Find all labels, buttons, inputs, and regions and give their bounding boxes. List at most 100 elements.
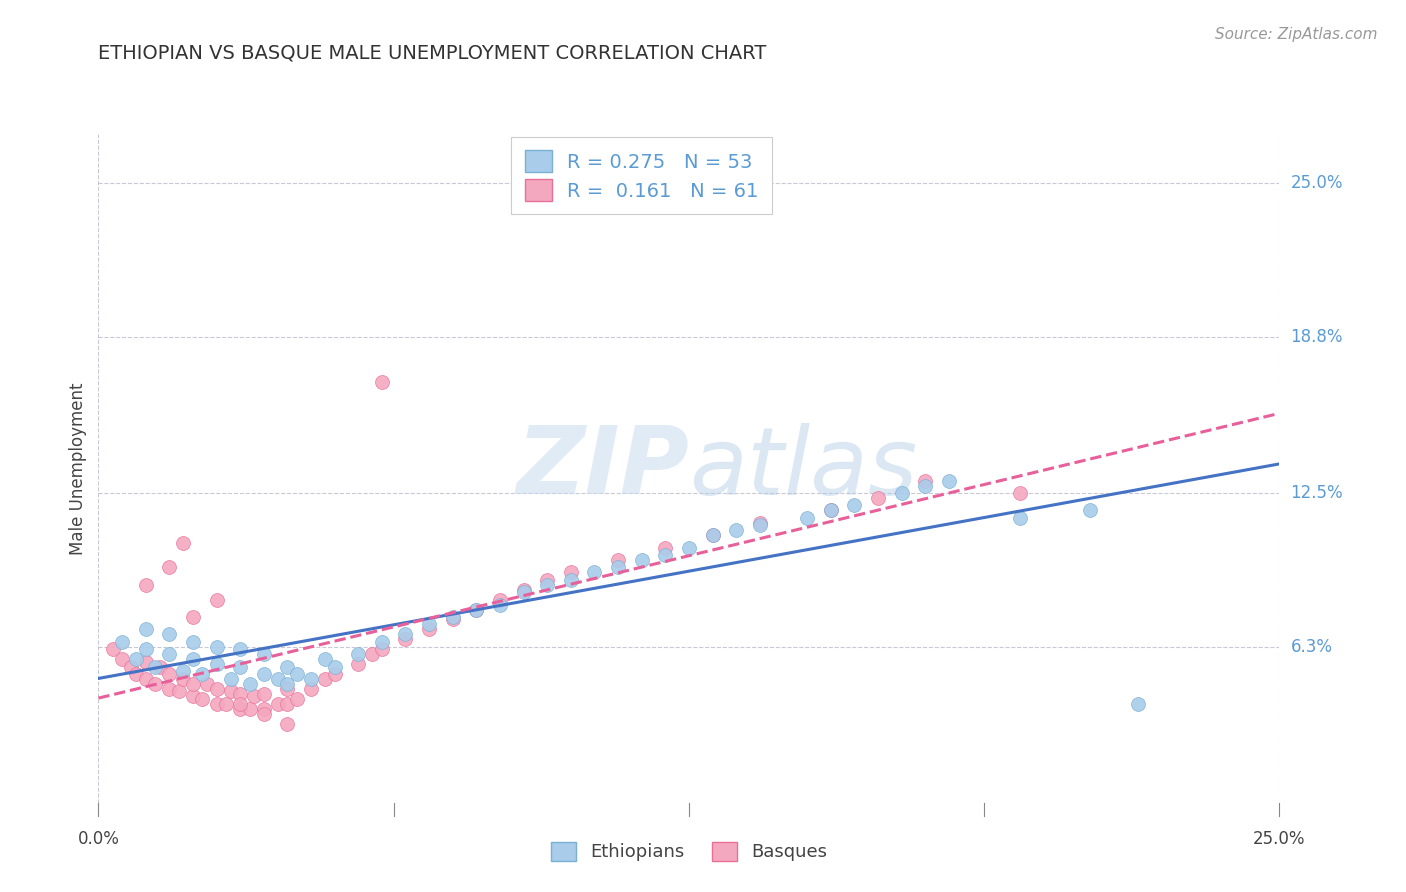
Text: Source: ZipAtlas.com: Source: ZipAtlas.com bbox=[1215, 27, 1378, 42]
Point bbox=[205, 697, 228, 711]
Point bbox=[285, 691, 308, 706]
Point bbox=[195, 677, 218, 691]
Point bbox=[323, 667, 346, 681]
Point bbox=[394, 627, 416, 641]
Point bbox=[465, 602, 488, 616]
Point bbox=[135, 655, 157, 669]
Point bbox=[205, 640, 228, 654]
Point bbox=[725, 523, 748, 537]
Point bbox=[181, 634, 204, 648]
Point bbox=[371, 634, 394, 648]
Point bbox=[149, 659, 172, 673]
Text: ZIP: ZIP bbox=[516, 422, 689, 515]
Point bbox=[181, 677, 204, 691]
Point bbox=[239, 701, 262, 715]
Point bbox=[239, 677, 262, 691]
Point bbox=[536, 578, 558, 592]
Point bbox=[607, 553, 630, 567]
Point bbox=[560, 573, 582, 587]
Point bbox=[512, 585, 534, 599]
Text: 0.0%: 0.0% bbox=[77, 830, 120, 847]
Point bbox=[866, 491, 889, 505]
Text: 6.3%: 6.3% bbox=[1291, 638, 1333, 656]
Point bbox=[276, 697, 298, 711]
Text: 25.0%: 25.0% bbox=[1253, 830, 1306, 847]
Point bbox=[205, 681, 228, 696]
Point bbox=[276, 659, 298, 673]
Point bbox=[253, 706, 276, 721]
Point bbox=[371, 375, 394, 389]
Point bbox=[702, 528, 724, 542]
Point bbox=[489, 592, 512, 607]
Point bbox=[748, 518, 770, 533]
Point bbox=[143, 677, 166, 691]
Point bbox=[314, 652, 336, 666]
Point bbox=[111, 652, 134, 666]
Point bbox=[167, 684, 190, 698]
Point bbox=[191, 667, 214, 681]
Point bbox=[1008, 511, 1031, 525]
Point bbox=[820, 503, 842, 517]
Point bbox=[143, 659, 166, 673]
Point bbox=[181, 610, 204, 624]
Point bbox=[219, 684, 242, 698]
Point bbox=[654, 548, 676, 562]
Point bbox=[135, 642, 157, 657]
Point bbox=[101, 642, 124, 657]
Point bbox=[229, 697, 252, 711]
Point bbox=[181, 652, 204, 666]
Point bbox=[121, 659, 143, 673]
Point bbox=[172, 665, 194, 679]
Point bbox=[276, 716, 298, 731]
Point bbox=[607, 560, 630, 574]
Point bbox=[191, 691, 214, 706]
Point bbox=[172, 672, 194, 686]
Point bbox=[229, 659, 252, 673]
Point bbox=[157, 647, 180, 661]
Point bbox=[157, 560, 180, 574]
Point bbox=[253, 701, 276, 715]
Text: ETHIOPIAN VS BASQUE MALE UNEMPLOYMENT CORRELATION CHART: ETHIOPIAN VS BASQUE MALE UNEMPLOYMENT CO… bbox=[98, 44, 766, 62]
Text: 25.0%: 25.0% bbox=[1291, 174, 1343, 193]
Point bbox=[181, 690, 204, 704]
Point bbox=[285, 667, 308, 681]
Point bbox=[135, 578, 157, 592]
Point bbox=[489, 598, 512, 612]
Point bbox=[418, 617, 440, 632]
Point bbox=[172, 535, 194, 549]
Point bbox=[253, 647, 276, 661]
Point bbox=[394, 632, 416, 647]
Point bbox=[512, 582, 534, 597]
Point bbox=[215, 697, 238, 711]
Point bbox=[243, 690, 266, 704]
Point bbox=[678, 541, 700, 555]
Point bbox=[1080, 503, 1102, 517]
Point bbox=[157, 627, 180, 641]
Point bbox=[267, 672, 290, 686]
Point bbox=[890, 486, 912, 500]
Point bbox=[205, 657, 228, 671]
Point bbox=[253, 687, 276, 701]
Point bbox=[314, 672, 336, 686]
Point bbox=[361, 647, 384, 661]
Point bbox=[820, 503, 842, 517]
Point bbox=[560, 566, 582, 580]
Point bbox=[1126, 697, 1149, 711]
Point bbox=[702, 528, 724, 542]
Point bbox=[441, 610, 464, 624]
Point bbox=[1008, 486, 1031, 500]
Point bbox=[465, 602, 488, 616]
Text: atlas: atlas bbox=[689, 423, 917, 514]
Point bbox=[205, 592, 228, 607]
Point bbox=[219, 672, 242, 686]
Point bbox=[371, 642, 394, 657]
Point bbox=[441, 612, 464, 626]
Point bbox=[796, 511, 818, 525]
Point bbox=[630, 553, 652, 567]
Point bbox=[418, 623, 440, 637]
Point bbox=[157, 667, 180, 681]
Point bbox=[844, 499, 866, 513]
Point bbox=[654, 541, 676, 555]
Y-axis label: Male Unemployment: Male Unemployment bbox=[69, 382, 87, 555]
Point bbox=[583, 566, 606, 580]
